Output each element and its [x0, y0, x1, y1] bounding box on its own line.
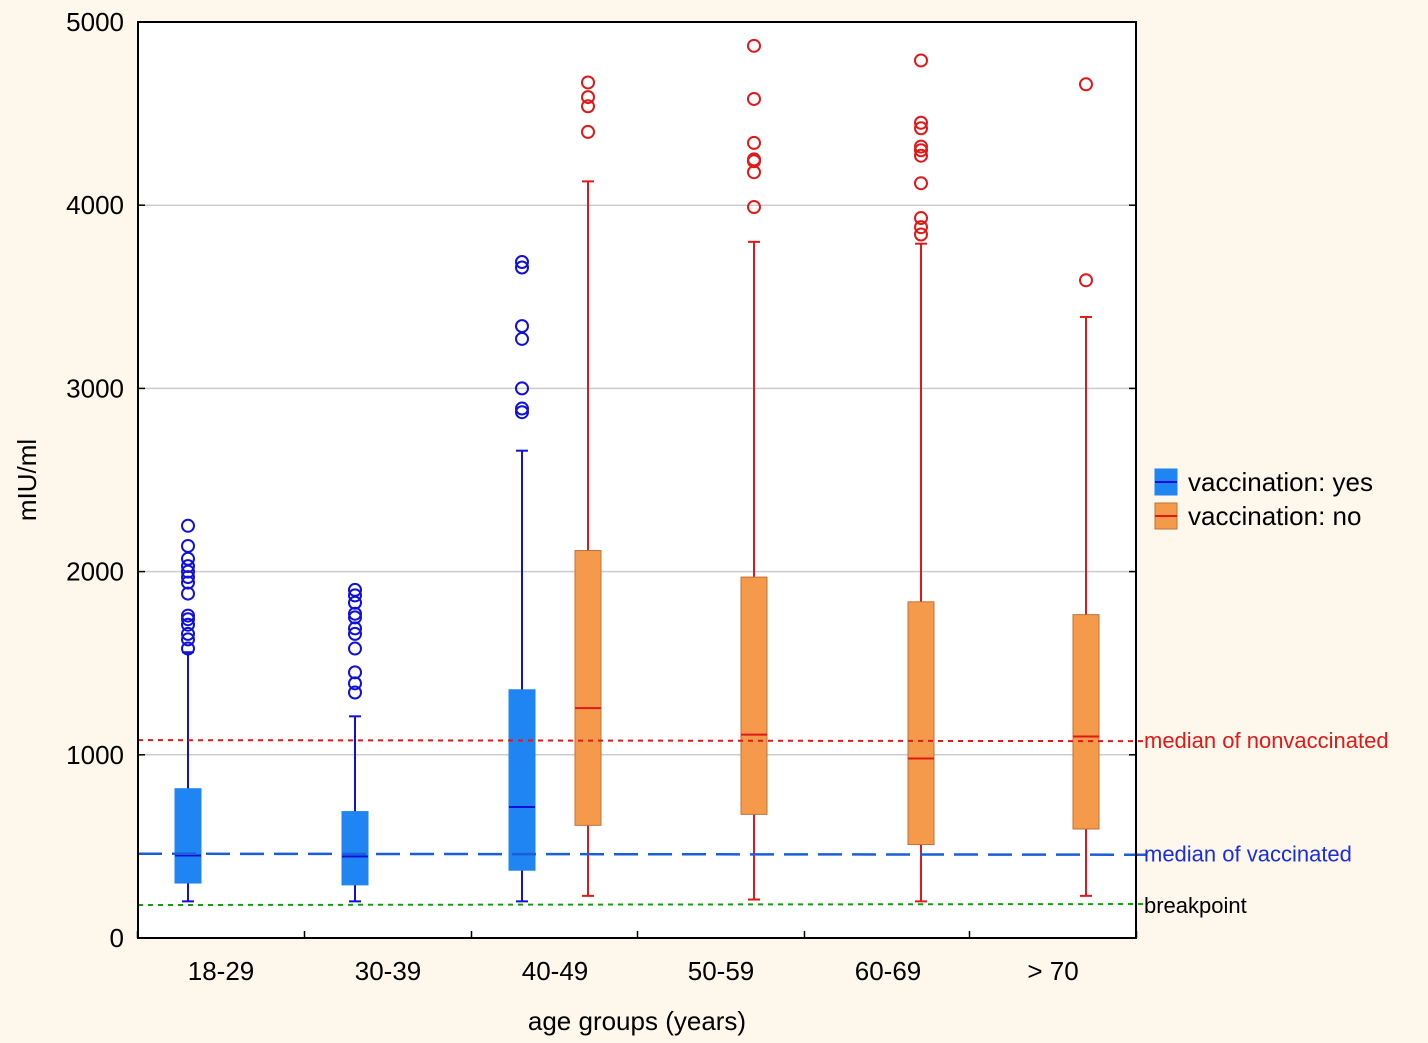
- iqr-box: [740, 576, 768, 815]
- outlier-point: [181, 612, 195, 627]
- outlier-point: [348, 685, 362, 700]
- legend-label: vaccination: yes: [1188, 467, 1373, 497]
- outlier-point: [1079, 77, 1093, 92]
- outlier-point: [914, 148, 928, 163]
- outlier-point: [914, 211, 928, 226]
- outlier-point: [515, 254, 529, 269]
- outlier-point: [348, 621, 362, 636]
- plot-frame: [137, 21, 1137, 939]
- iqr-box: [174, 788, 202, 884]
- outlier-point: [181, 641, 195, 656]
- outlier-point: [181, 632, 195, 647]
- outlier-point: [181, 518, 195, 533]
- vaccinated-box: [341, 582, 369, 903]
- outlier-point: [914, 227, 928, 242]
- vaccinated-box: [174, 518, 202, 903]
- x-tick-label: 18-29: [188, 956, 255, 986]
- y-tick-label: 5000: [66, 7, 124, 37]
- legend-item: vaccination: no: [1154, 501, 1361, 531]
- outlier-point: [1079, 273, 1093, 288]
- outlier-point: [515, 401, 529, 416]
- iqr-box: [1072, 614, 1100, 830]
- outlier-point: [181, 626, 195, 641]
- outlier-point: [747, 38, 761, 53]
- outlier-point: [348, 665, 362, 680]
- outlier-point: [348, 641, 362, 656]
- nonvaccinated-box: [1072, 77, 1100, 897]
- outlier-point: [348, 676, 362, 691]
- y-axis-title: mIU/ml: [12, 439, 42, 521]
- outlier-point: [515, 405, 529, 420]
- x-tick-label: 50-59: [688, 956, 755, 986]
- outlier-point: [181, 570, 195, 585]
- outlier-point: [914, 115, 928, 130]
- plot-area: [138, 22, 1136, 938]
- iqr-box: [907, 601, 935, 846]
- outlier-point: [181, 586, 195, 601]
- legend-item: vaccination: yes: [1154, 467, 1373, 497]
- outlier-point: [348, 582, 362, 597]
- x-tick-label: 30-39: [355, 956, 422, 986]
- outlier-point: [747, 91, 761, 106]
- outlier-point: [581, 99, 595, 114]
- vaccinated-box: [508, 254, 536, 903]
- y-tick-label: 2000: [66, 557, 124, 587]
- outlier-point: [581, 90, 595, 105]
- outlier-point: [515, 381, 529, 396]
- x-tick-label: 40-49: [522, 956, 589, 986]
- iqr-box: [341, 811, 369, 886]
- outlier-point: [515, 319, 529, 334]
- outlier-point: [747, 135, 761, 150]
- outlier-point: [348, 626, 362, 641]
- nonvaccinated-box: [907, 53, 935, 903]
- nonvaccinated-box: [740, 38, 768, 901]
- outlier-point: [914, 139, 928, 154]
- outlier-point: [747, 200, 761, 215]
- outlier-point: [914, 176, 928, 191]
- legend-label: vaccination: no: [1188, 501, 1361, 531]
- outlier-point: [181, 575, 195, 590]
- reference-line: [137, 903, 1147, 907]
- outlier-point: [181, 559, 195, 574]
- outlier-point: [181, 538, 195, 553]
- nonvaccinated-box: [574, 75, 602, 897]
- outlier-point: [914, 220, 928, 235]
- y-tick-label: 0: [110, 923, 124, 953]
- outlier-point: [581, 124, 595, 139]
- y-tick-label: 4000: [66, 190, 124, 220]
- x-axis-title: age groups (years): [528, 1006, 746, 1036]
- y-tick-label: 1000: [66, 740, 124, 770]
- outlier-point: [181, 617, 195, 632]
- x-tick-label: > 70: [1027, 956, 1078, 986]
- iqr-box: [574, 550, 602, 826]
- outlier-point: [515, 260, 529, 275]
- outlier-point: [914, 143, 928, 158]
- reference-line: [137, 739, 1147, 743]
- iqr-box: [508, 689, 536, 871]
- reference-line-label: breakpoint: [1144, 893, 1247, 918]
- outlier-point: [914, 121, 928, 136]
- outlier-point: [581, 75, 595, 90]
- outlier-point: [348, 606, 362, 621]
- y-tick-label: 3000: [66, 373, 124, 403]
- outlier-point: [348, 610, 362, 625]
- outlier-point: [348, 588, 362, 603]
- x-tick-label: 60-69: [855, 956, 922, 986]
- outlier-point: [747, 152, 761, 167]
- reference-line-label: median of nonvaccinated: [1144, 728, 1389, 753]
- outlier-point: [181, 608, 195, 623]
- reference-line-label: median of vaccinated: [1144, 842, 1352, 867]
- outlier-point: [914, 53, 928, 68]
